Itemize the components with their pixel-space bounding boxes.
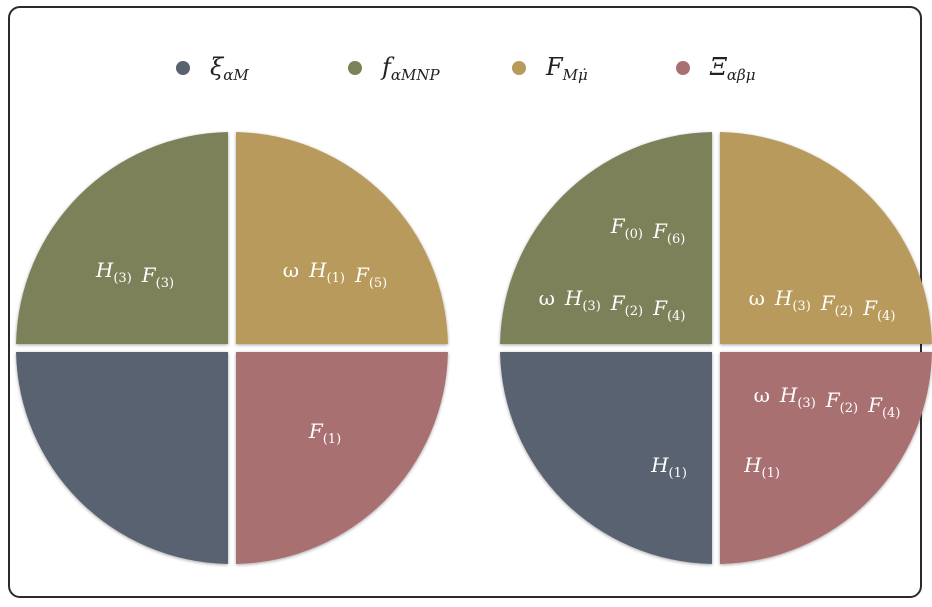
legend-item-Xi: Ξαβμ [676, 52, 755, 84]
legend-item-f: fαMNP [348, 52, 440, 84]
quadrant-label-top-left: H(3) F(3) [95, 258, 174, 291]
legend-item-xi: ξαM [176, 52, 249, 84]
quadrant-label-top-right: ω H(3) F(2) F(4) [749, 286, 896, 324]
legend-sub-f: αMNP [390, 65, 440, 84]
legend-sub-F: Mμ̇ [562, 65, 588, 84]
quadrant-bottom-right [720, 352, 932, 564]
quadrant-bottom-left [16, 352, 228, 564]
legend-label-f: f [382, 52, 391, 81]
quadrant-bottom-right [236, 352, 448, 564]
legend: ξαM fαMNP FMμ̇ Ξαβμ [0, 0, 932, 120]
quadrant-label-top-left: ω H(3) F(2) F(4) [539, 286, 686, 324]
quadrant-bottom-left [500, 352, 712, 564]
quadrant-label-bottom-left: H(1) [650, 453, 687, 481]
quadrant-label-bottom-right: ω H(3) F(2) F(4) [754, 383, 901, 421]
quadrant-label-top-left: F(0) F(6) [610, 214, 686, 247]
legend-swatch-f [348, 61, 362, 75]
quadrant-top-right [236, 132, 448, 344]
legend-label-F: F [546, 52, 563, 81]
legend-swatch-xi [176, 61, 190, 75]
quadrant-label-bottom-right: F(1) [308, 419, 341, 447]
quadrant-label-bottom-right: H(1) [743, 453, 780, 481]
quadrant-diagram-2: F(0) F(6) ω H(3) F(2) F(4) ω H(3) F(2) F(4) H(1) ω H… [500, 132, 932, 564]
quadrant-top-right [720, 132, 932, 344]
legend-label-Xi: Ξ [710, 52, 727, 81]
legend-sub-xi: αM [223, 65, 249, 84]
legend-swatch-F [512, 61, 526, 75]
quadrant-top-left [500, 132, 712, 344]
quadrant-top-left [16, 132, 228, 344]
legend-swatch-Xi [676, 61, 690, 75]
quadrant-diagram-1: H(3) F(3) ω H(1) F(5) F(1) [16, 132, 448, 564]
legend-label-xi: ξ [210, 52, 224, 81]
quadrant-label-top-right: ω H(1) F(5) [283, 258, 388, 291]
legend-item-F: FMμ̇ [512, 52, 588, 84]
legend-sub-Xi: αβμ [726, 65, 756, 84]
